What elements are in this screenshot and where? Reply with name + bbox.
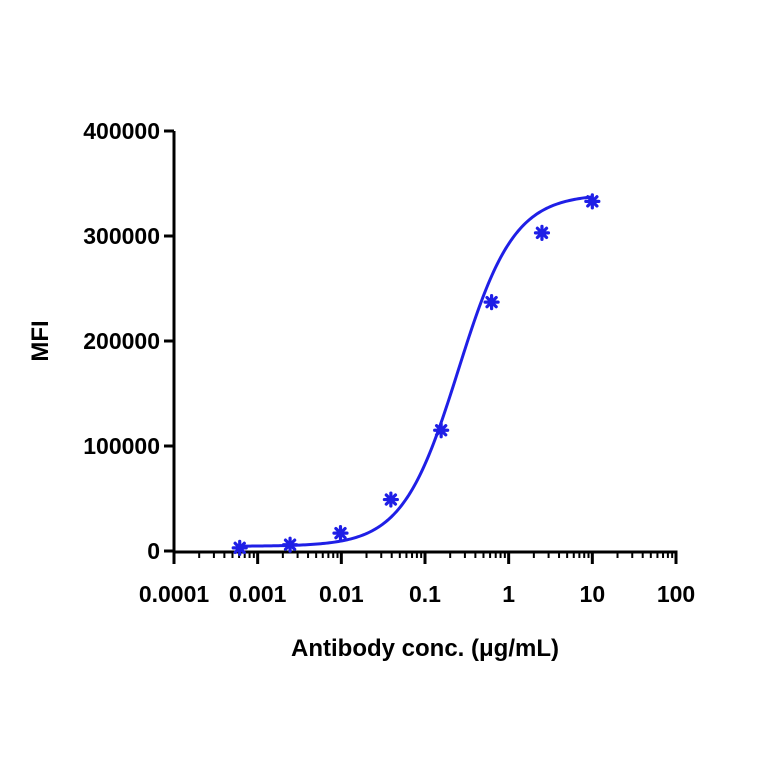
data-point: [231, 539, 248, 556]
y-tick-label: 200000: [83, 328, 160, 354]
x-tick-label: 10: [580, 581, 606, 607]
data-point: [533, 224, 551, 241]
data-point: [483, 294, 500, 311]
fit-curve: [239, 195, 593, 548]
x-tick-label: 0.001: [229, 581, 287, 607]
y-axis-label: MFI: [27, 320, 54, 361]
data-point: [433, 422, 450, 439]
y-axis: 0 100000 200000 300000 400000: [83, 118, 176, 564]
x-tick-label: 1: [502, 581, 515, 607]
x-tick-label: 100: [657, 581, 695, 607]
data-point: [584, 193, 601, 210]
data-point: [382, 491, 399, 508]
x-tick-label: 0.01: [319, 581, 364, 607]
data-point: [281, 536, 299, 553]
y-tick-label: 0: [147, 538, 160, 564]
x-tick-label: 0.0001: [139, 581, 210, 607]
x-axis-label: Antibody conc. (μg/mL): [291, 635, 559, 662]
x-axis: 0.0001 0.001 0.01 0.1 1 10 100: [139, 550, 695, 607]
data-point: [332, 525, 349, 542]
x-tick-label: 0.1: [409, 581, 441, 607]
data-points-layer: [231, 193, 601, 556]
fit-curve-layer: [239, 195, 593, 548]
y-tick-label: 300000: [83, 223, 160, 249]
y-tick-label: 100000: [83, 433, 160, 459]
y-tick-label: 400000: [83, 118, 160, 144]
